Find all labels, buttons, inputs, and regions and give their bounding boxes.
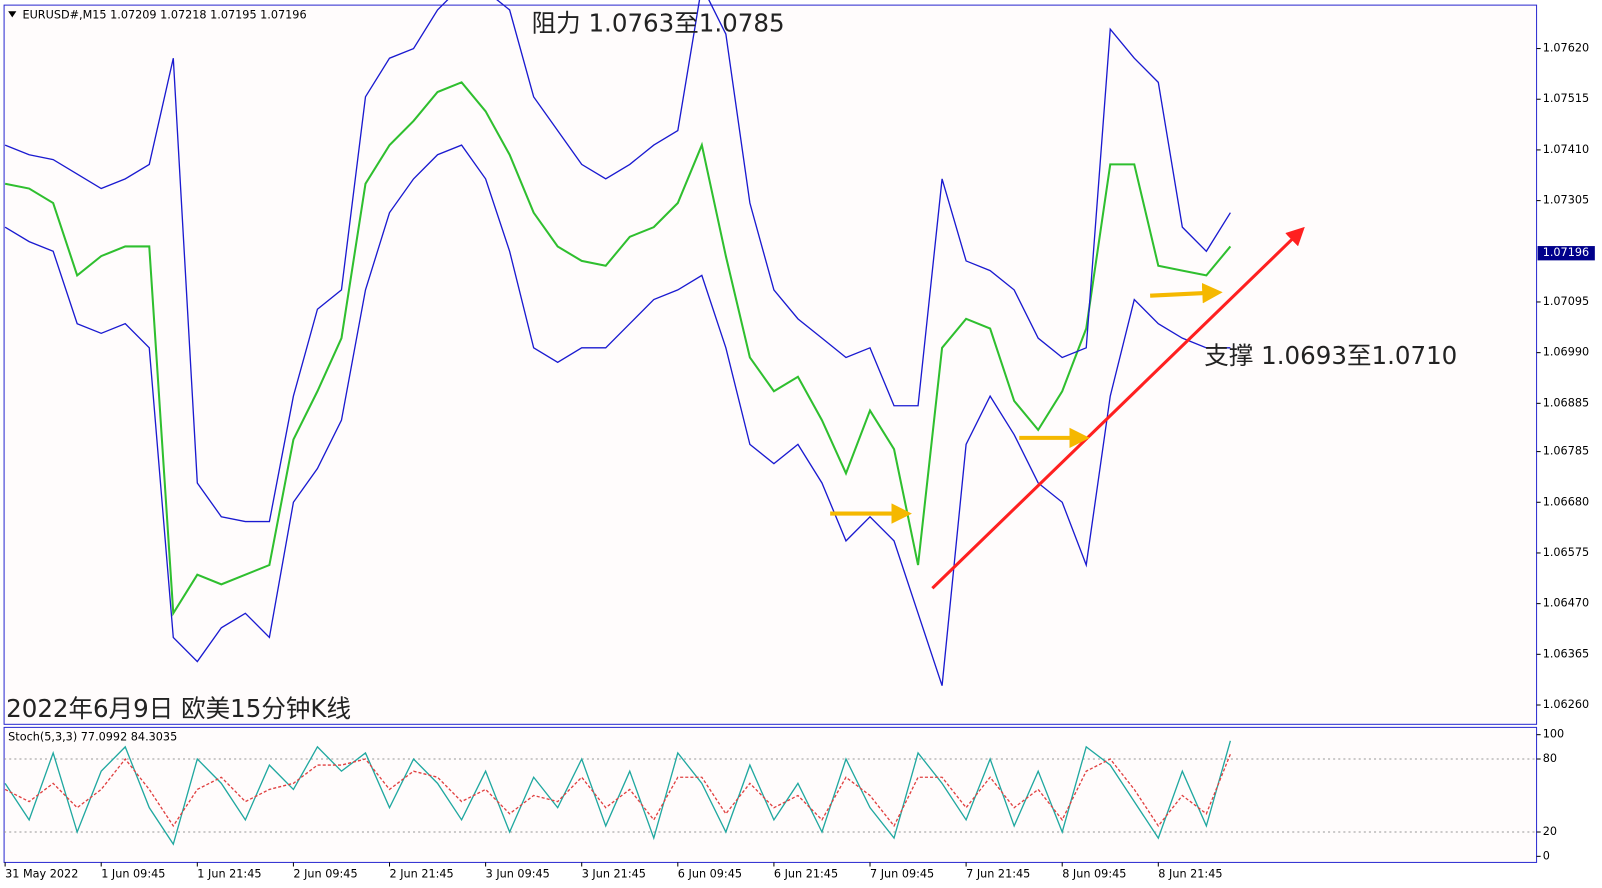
y-tick-label: 1.06785 (1543, 445, 1589, 458)
last-price: 1.07196 (1543, 246, 1589, 259)
y-tick-label: 1.06365 (1543, 647, 1589, 660)
x-tick-label: 7 Jun 21:45 (966, 868, 1030, 881)
x-tick-label: 8 Jun 09:45 (1062, 868, 1126, 881)
y-tick-label: 1.07620 (1543, 42, 1589, 55)
trend-arrow (931, 226, 1305, 590)
series-line (4, 81, 1232, 617)
y-tick-label: 1.07410 (1543, 143, 1589, 156)
y-tick-label: 80 (1543, 752, 1557, 765)
x-tick-label: 2 Jun 21:45 (390, 868, 454, 881)
y-tick-label: 1.07515 (1543, 92, 1589, 105)
stoch-header: Stoch(5,3,3) 77.0992 84.3035 (8, 731, 177, 744)
y-tick-label: 1.06680 (1543, 495, 1589, 508)
stoch-panel (3, 726, 1538, 863)
resistance-note: 阻力 1.0763至1.0785 (532, 9, 785, 38)
date-note: 2022年6月9日 欧美15分钟K线 (6, 694, 351, 723)
y-tick-label: 1.07305 (1543, 194, 1589, 207)
main-panel (3, 4, 1538, 725)
header-arrow (8, 11, 17, 18)
x-tick-label: 6 Jun 21:45 (774, 868, 838, 881)
series-line (4, 144, 1231, 686)
x-tick-label: 7 Jun 09:45 (870, 868, 934, 881)
x-tick-label: 6 Jun 09:45 (678, 868, 742, 881)
y-tick-label: 1.06885 (1543, 396, 1589, 409)
series-line (4, 753, 1231, 828)
symbol-header: EURUSD#,M15 1.07209 1.07218 1.07195 1.07… (22, 8, 306, 21)
y-tick-label: 20 (1543, 825, 1557, 838)
y-tick-label: 1.06575 (1543, 546, 1589, 559)
support-arrow (1150, 282, 1223, 304)
x-tick-label: 1 Jun 21:45 (197, 868, 261, 881)
support-note: 支撑 1.0693至1.0710 (1204, 341, 1457, 370)
price-box (1537, 246, 1595, 261)
x-tick-label: 3 Jun 09:45 (486, 868, 550, 881)
x-tick-label: 2 Jun 09:45 (293, 868, 357, 881)
y-tick-label: 1.06990 (1543, 346, 1589, 359)
x-tick-label: 8 Jun 21:45 (1158, 868, 1222, 881)
y-tick-label: 1.06260 (1543, 698, 1589, 711)
y-tick-label: 1.06470 (1543, 597, 1589, 610)
y-tick-label: 1.07095 (1543, 295, 1589, 308)
y-tick-label: 100 (1543, 728, 1564, 741)
x-tick-label: 1 Jun 09:45 (101, 868, 165, 881)
series-line (4, 0, 1231, 523)
x-tick-label: 3 Jun 21:45 (582, 868, 646, 881)
x-tick-label: 31 May 2022 (5, 868, 78, 881)
y-tick-label: 0 (1543, 849, 1550, 862)
